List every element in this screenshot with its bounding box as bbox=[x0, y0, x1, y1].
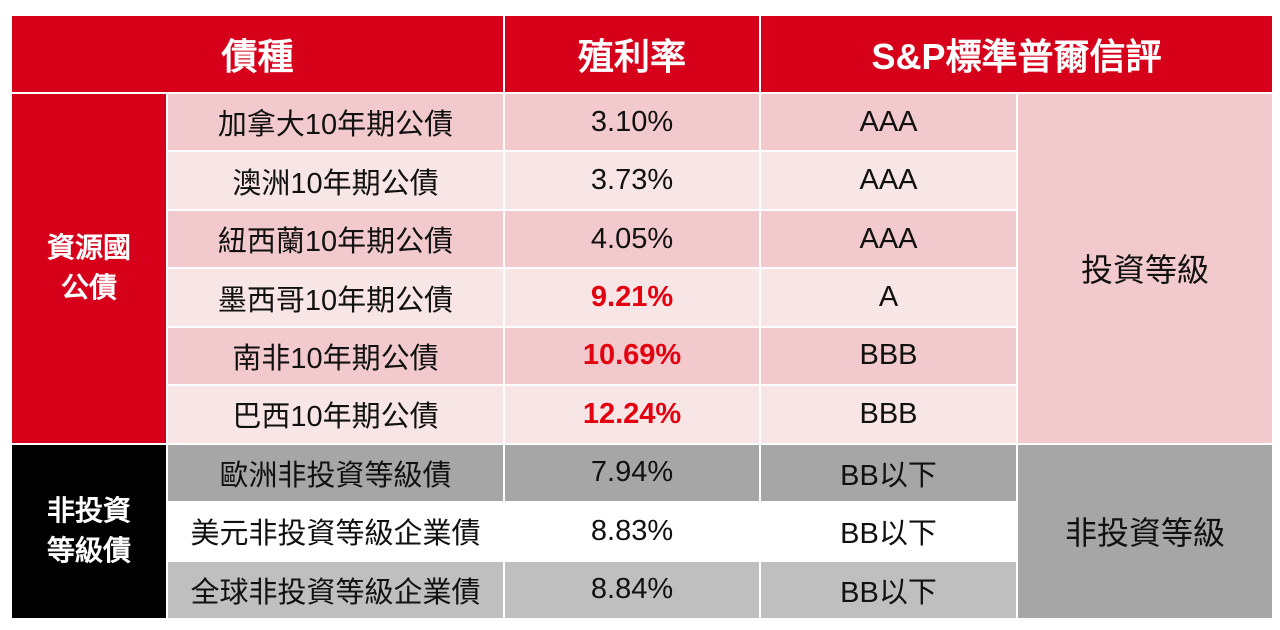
bond-name: 美元非投資等級企業債 bbox=[165, 501, 506, 562]
group-label-line: 等級債 bbox=[46, 535, 131, 567]
bond-name: 墨西哥10年期公債 bbox=[165, 267, 506, 328]
group-label-line: 資源國 bbox=[46, 232, 131, 264]
bond-name: 全球非投資等級企業債 bbox=[165, 559, 506, 620]
bond-yield: 4.05% bbox=[503, 208, 762, 270]
grade-investment: 投資等級 bbox=[1016, 92, 1275, 445]
table-header-row: 債種 殖利率 S&P標準普爾信評 bbox=[9, 14, 1275, 94]
header-yield: 殖利率 bbox=[503, 14, 762, 94]
bond-name: 南非10年期公債 bbox=[165, 325, 506, 387]
bond-yield-highlight: 10.69% bbox=[503, 325, 762, 387]
bond-yield: 3.10% bbox=[503, 91, 762, 153]
header-bond-type: 債種 bbox=[9, 14, 506, 94]
bond-name: 歐洲非投資等級債 bbox=[165, 442, 506, 504]
bond-name: 巴西10年期公債 bbox=[165, 384, 506, 445]
bond-rating: AAA bbox=[759, 208, 1019, 270]
bond-yield-table: 債種 殖利率 S&P標準普爾信評 資源國 公債 加拿大10年期公債 3.10% … bbox=[9, 14, 1275, 621]
bond-rating: A bbox=[759, 267, 1019, 328]
grade-non-investment: 非投資等級 bbox=[1016, 442, 1275, 621]
bond-rating: BB以下 bbox=[759, 442, 1019, 504]
group-label-line: 非投資 bbox=[46, 495, 131, 527]
table-row: 非投資 等級債 歐洲非投資等級債 7.94% BB以下 非投資等級 bbox=[10, 442, 1275, 621]
bond-yield-highlight: 9.21% bbox=[503, 267, 762, 328]
group-label-line: 公債 bbox=[60, 272, 117, 304]
bond-rating: BBB bbox=[759, 384, 1019, 445]
table-row: 資源國 公債 加拿大10年期公債 3.10% AAA 投資等級 bbox=[10, 91, 1275, 445]
bond-rating: AAA bbox=[759, 91, 1019, 153]
table-row: 南非10年期公債 10.69% BBB bbox=[11, 325, 1274, 387]
bond-yield: 3.73% bbox=[503, 150, 762, 211]
group-label-resource-bonds: 資源國 公債 bbox=[10, 92, 168, 445]
group-label-high-yield-bonds: 非投資 等級債 bbox=[10, 442, 168, 621]
header-rating: S&P標準普爾信評 bbox=[759, 14, 1275, 94]
bond-yield-highlight: 12.24% bbox=[503, 384, 762, 445]
bond-rating: AAA bbox=[759, 150, 1019, 211]
bond-name: 澳洲10年期公債 bbox=[165, 150, 506, 211]
bond-yield: 8.84% bbox=[503, 559, 762, 620]
bond-name: 加拿大10年期公債 bbox=[165, 91, 506, 153]
bond-rating: BB以下 bbox=[759, 559, 1019, 620]
bond-yield: 7.94% bbox=[503, 442, 762, 504]
table-row: 紐西蘭10年期公債 4.05% AAA bbox=[11, 208, 1274, 270]
bond-rating: BBB bbox=[759, 325, 1019, 387]
bond-name: 紐西蘭10年期公債 bbox=[165, 208, 506, 270]
bond-rating: BB以下 bbox=[759, 501, 1019, 562]
bond-yield: 8.83% bbox=[503, 501, 762, 562]
